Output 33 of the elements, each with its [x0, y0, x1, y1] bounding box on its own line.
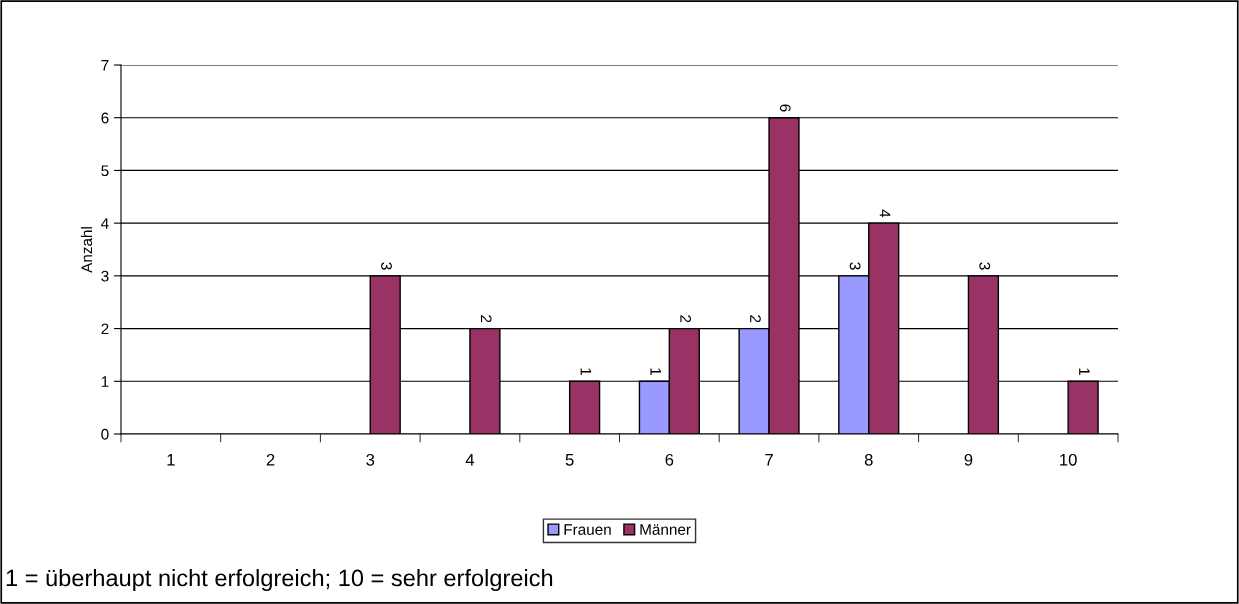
- legend-label: Männer: [640, 524, 691, 535]
- y-tick-label: 4: [101, 218, 109, 229]
- data-label: 1: [580, 368, 592, 375]
- x-tick-label: 2: [266, 453, 275, 466]
- data-label: 2: [750, 315, 761, 323]
- x-tick-label: 7: [765, 454, 773, 466]
- x-tick-label: 4: [465, 454, 475, 466]
- data-label: 2: [480, 315, 492, 323]
- x-tick-label: 9: [964, 453, 973, 466]
- x-tick-label: 8: [864, 453, 873, 466]
- text: 1 = überhaupt nicht erfolgreich; 10 = sehr erfolgreich: [6, 568, 553, 592]
- data-label: 4: [879, 209, 891, 218]
- data-label: 3: [381, 262, 392, 270]
- data-label: 1: [1079, 368, 1090, 375]
- data-label: 1: [650, 368, 661, 375]
- data-label: 3: [979, 262, 991, 270]
- y-tick-label: 3: [101, 270, 109, 282]
- y-tick-label: 0: [101, 428, 109, 440]
- y-axis-title: Anzahl: [80, 227, 93, 273]
- data-label: 3: [849, 262, 861, 270]
- data-label: 2: [680, 315, 692, 323]
- legend-label: Frauen: [564, 524, 611, 535]
- x-tick-label: 1: [167, 454, 175, 466]
- x-tick-label: 10: [1060, 453, 1077, 466]
- y-tick-label: 1: [101, 376, 109, 387]
- data-label: 6: [779, 104, 791, 112]
- y-tick-label: 6: [101, 112, 109, 124]
- x-tick-label: 3: [366, 453, 375, 466]
- x-tick-label: 6: [665, 453, 674, 466]
- y-tick-label: 7: [101, 60, 109, 71]
- y-tick-label: 5: [101, 165, 109, 177]
- y-tick-label: 2: [101, 323, 109, 335]
- x-tick-label: 5: [565, 454, 574, 466]
